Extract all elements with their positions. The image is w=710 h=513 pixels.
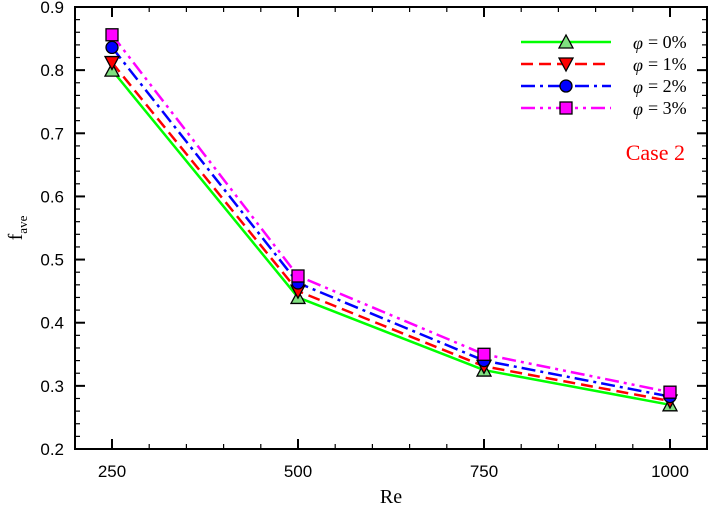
svg-text:fave: fave	[5, 215, 30, 240]
y-axis-title: fave	[5, 215, 30, 240]
x-axis-title: Re	[380, 486, 402, 508]
legend-label: = 3%	[648, 98, 687, 118]
phi-symbol: φ	[633, 33, 643, 53]
x-tick-label: 1000	[651, 462, 689, 481]
y-axis-title-main: f	[5, 233, 27, 240]
legend-item: φ = 2%	[521, 76, 687, 97]
x-tick-label: 250	[98, 462, 126, 481]
legend: φ = 0%φ = 1%φ = 2%φ = 3%	[521, 32, 687, 119]
legend-item: φ = 0%	[521, 32, 687, 53]
x-tick-label: 750	[470, 462, 498, 481]
square-marker	[663, 385, 677, 399]
square-marker	[477, 347, 491, 361]
legend-label: = 1%	[648, 54, 687, 74]
y-tick-label: 0.8	[40, 61, 64, 80]
circle-marker	[559, 79, 573, 93]
series-line	[111, 69, 671, 407]
y-tick-labels: 0.2 0.3 0.4 0.5 0.6 0.7 0.8 0.9	[40, 0, 64, 459]
case-annotation: Case 2	[626, 140, 685, 165]
legend-item: φ = 1%	[521, 54, 687, 75]
y-tick-label: 0.9	[40, 0, 64, 17]
legend-label: = 0%	[648, 32, 687, 52]
phi-symbol: φ	[633, 99, 643, 119]
series-line	[111, 46, 671, 398]
square-marker	[559, 101, 573, 115]
legend-item: φ = 3%	[521, 98, 687, 119]
phi-symbol: φ	[633, 55, 643, 75]
legend-label: = 2%	[648, 76, 687, 96]
x-tick-label: 500	[284, 462, 312, 481]
triangle-up-marker	[557, 33, 575, 49]
y-axis-title-sub: ave	[15, 215, 30, 233]
phi-symbol: φ	[633, 77, 643, 97]
y-tick-label: 0.7	[40, 124, 64, 143]
triangle-down-marker	[557, 57, 575, 73]
y-tick-label: 0.2	[40, 440, 64, 459]
triangle-down-marker	[103, 55, 121, 71]
y-tick-label: 0.4	[40, 314, 64, 333]
square-marker	[105, 28, 119, 42]
data-series	[103, 28, 679, 412]
y-tick-label: 0.6	[40, 187, 64, 206]
series-line	[111, 61, 671, 403]
plot-frame	[74, 6, 708, 450]
axis-ticks	[75, 6, 707, 450]
circle-marker	[105, 40, 119, 55]
series-line	[111, 34, 671, 394]
x-tick-labels: 250 500 750 1000	[98, 462, 689, 481]
y-tick-label: 0.3	[40, 377, 64, 396]
square-marker	[291, 269, 305, 283]
y-tick-label: 0.5	[40, 251, 64, 270]
